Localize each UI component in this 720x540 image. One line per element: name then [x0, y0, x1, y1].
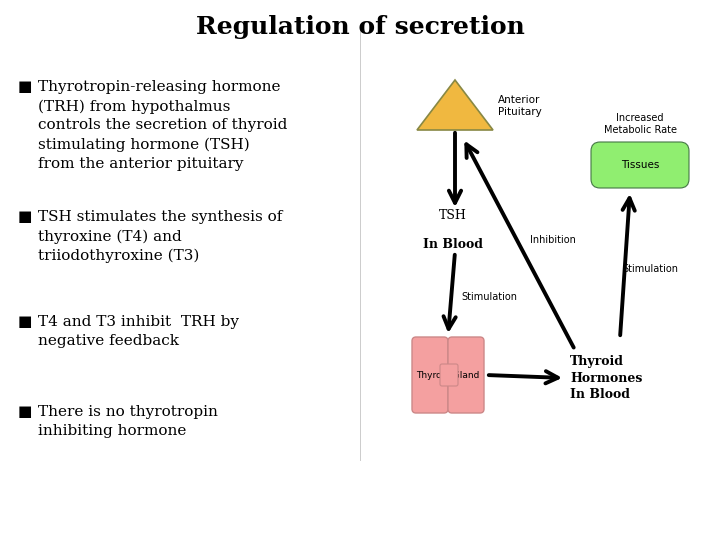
- Polygon shape: [417, 80, 493, 130]
- Text: TSH stimulates the synthesis of
thyroxine (T4) and
triiodothyroxine (T3): TSH stimulates the synthesis of thyroxin…: [38, 210, 282, 263]
- Text: Thyrotropin-releasing hormone
(TRH) from hypothalmus
controls the secretion of t: Thyrotropin-releasing hormone (TRH) from…: [38, 80, 287, 171]
- Text: Thyroid Gland: Thyroid Gland: [416, 370, 480, 380]
- Text: Inhibition: Inhibition: [530, 235, 576, 245]
- FancyBboxPatch shape: [412, 337, 448, 413]
- FancyBboxPatch shape: [440, 364, 458, 386]
- Text: In Blood: In Blood: [423, 238, 483, 251]
- Text: T4 and T3 inhibit  TRH by
negative feedback: T4 and T3 inhibit TRH by negative feedba…: [38, 315, 239, 348]
- FancyBboxPatch shape: [448, 337, 484, 413]
- Text: There is no thyrotropin
inhibiting hormone: There is no thyrotropin inhibiting hormo…: [38, 405, 218, 438]
- Text: Tissues: Tissues: [621, 160, 660, 170]
- Text: ■: ■: [18, 405, 32, 419]
- FancyBboxPatch shape: [591, 142, 689, 188]
- Text: Anterior
Pituitary: Anterior Pituitary: [498, 95, 541, 117]
- Text: Thyroid
Hormones
In Blood: Thyroid Hormones In Blood: [570, 355, 642, 401]
- Text: Regulation of secretion: Regulation of secretion: [196, 15, 524, 39]
- Text: Stimulation: Stimulation: [461, 292, 517, 301]
- Text: TSH: TSH: [439, 209, 467, 222]
- Text: ■: ■: [18, 315, 32, 329]
- Text: Increased
Metabolic Rate: Increased Metabolic Rate: [603, 113, 677, 135]
- Text: ■: ■: [18, 80, 32, 94]
- Text: ■: ■: [18, 210, 32, 224]
- Text: Stimulation: Stimulation: [622, 264, 678, 273]
